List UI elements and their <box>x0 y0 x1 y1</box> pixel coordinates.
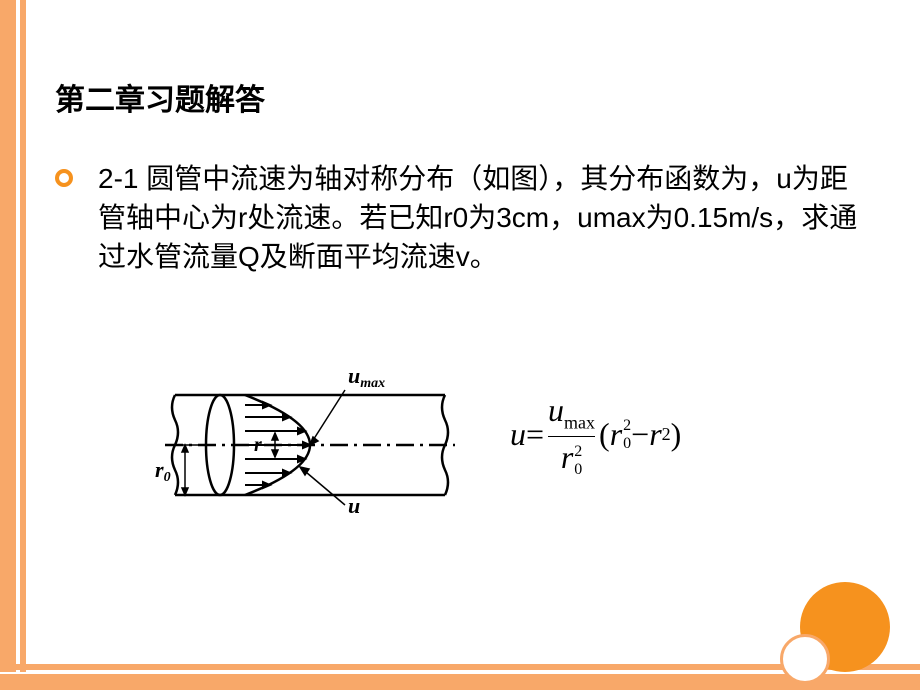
f-eq: = <box>526 416 544 453</box>
f-den-base: r <box>561 439 573 475</box>
slide-border-left-inner <box>20 0 26 690</box>
slide-body-row: 2-1 圆管中流速为轴对称分布（如图），其分布函数为，u为距管轴中心为r处流速。… <box>55 159 875 277</box>
f-num: umax <box>548 392 595 433</box>
f-t1-subsup: 20 <box>623 418 631 452</box>
decor-circle-white <box>780 634 830 684</box>
slide-content: 第二章习题解答 2-1 圆管中流速为轴对称分布（如图），其分布函数为，u为距管轴… <box>55 75 875 277</box>
slide-border-bottom <box>0 672 920 690</box>
f-den-subsup: 20 <box>574 444 582 478</box>
f-num-base: u <box>548 392 564 428</box>
label-umax: u <box>348 363 360 388</box>
f-den: r20 <box>561 439 582 478</box>
slide-border-left <box>0 0 18 690</box>
figure-row: umax u r r0 u = umax r20 ( r20 − r2 ) <box>150 355 681 515</box>
f-frac-line <box>548 436 595 437</box>
svg-text:umax: umax <box>348 363 385 391</box>
f-close: ) <box>671 416 682 453</box>
f-frac: umax r20 <box>548 392 595 477</box>
f-open: ( <box>599 416 610 453</box>
f-t1-base: r <box>610 416 622 453</box>
f-t2-base: r <box>649 416 661 453</box>
formula: u = umax r20 ( r20 − r2 ) <box>510 392 681 477</box>
slide-body-text: 2-1 圆管中流速为轴对称分布（如图），其分布函数为，u为距管轴中心为r处流速。… <box>98 159 868 277</box>
f-num-sub: max <box>564 413 595 433</box>
f-t2-sup: 2 <box>662 424 671 445</box>
label-r: r <box>254 434 262 456</box>
bullet-icon <box>55 169 73 187</box>
label-r0-sub: 0 <box>164 470 171 485</box>
f-minus: − <box>631 416 649 453</box>
label-umax-sub: max <box>360 376 385 391</box>
pipe-diagram: umax u r r0 <box>150 355 460 515</box>
label-u: u <box>348 493 360 515</box>
svg-text:r0: r0 <box>155 457 171 485</box>
f-lhs: u <box>510 416 526 453</box>
slide-title: 第二章习题解答 <box>55 75 875 119</box>
